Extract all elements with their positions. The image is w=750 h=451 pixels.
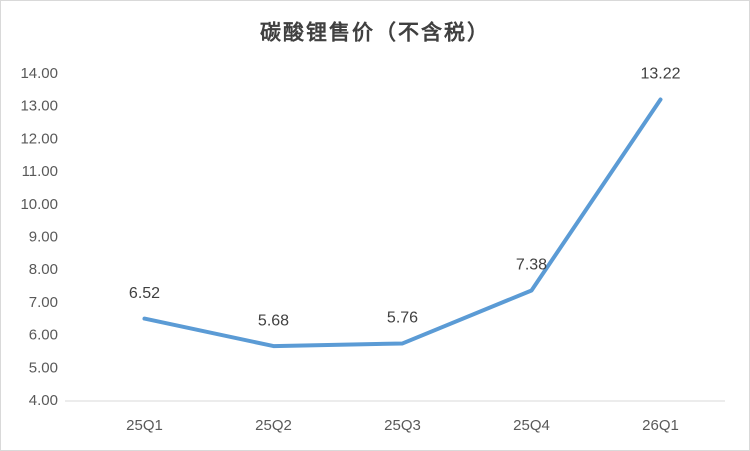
data-line (142, 97, 663, 349)
x-tick-label: 25Q1 (126, 417, 163, 434)
y-tick-label: 8.00 (29, 261, 58, 278)
y-tick-label: 6.00 (29, 327, 58, 344)
data-label: 6.52 (129, 285, 160, 302)
y-tick-label: 13.00 (20, 98, 58, 115)
y-tick-label: 7.00 (29, 294, 58, 311)
x-tick-label: 25Q4 (513, 417, 550, 434)
y-tick-label: 9.00 (29, 228, 58, 245)
y-tick-label: 10.00 (20, 196, 58, 213)
y-tick-label: 5.00 (29, 359, 58, 376)
y-tick-label: 11.00 (22, 163, 58, 180)
y-tick-label: 12.00 (20, 130, 58, 147)
x-tick-label: 25Q2 (255, 417, 292, 434)
x-tick-label: 25Q3 (384, 417, 421, 434)
y-tick-label: 14.00 (20, 65, 58, 82)
data-label: 5.68 (258, 312, 289, 329)
data-label: 13.22 (640, 66, 680, 83)
data-label: 7.38 (516, 257, 547, 274)
chart-title: 碳酸锂售价（不含税） (260, 20, 490, 45)
y-tick-label: 4.00 (29, 392, 58, 409)
x-tick-label: 26Q1 (642, 417, 679, 434)
data-label: 5.76 (387, 310, 418, 327)
